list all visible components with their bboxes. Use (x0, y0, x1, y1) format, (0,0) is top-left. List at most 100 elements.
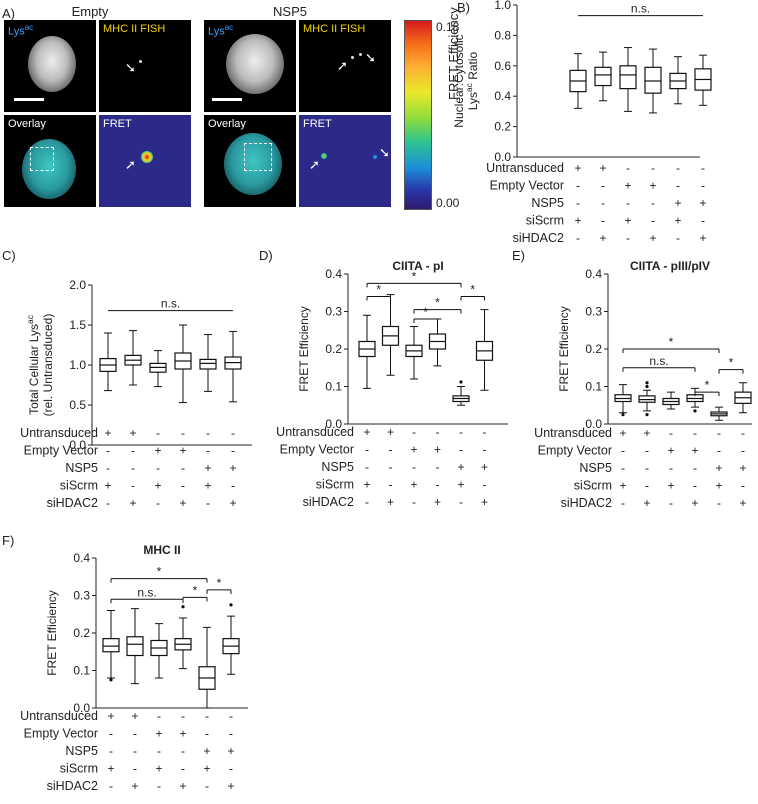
condition-row-label: siHDAC2 (513, 231, 564, 245)
condition-sign: - (626, 231, 630, 245)
condition-sign: - (131, 461, 135, 475)
y-tick-label: 1.0 (494, 0, 511, 12)
condition-sign: - (693, 479, 697, 493)
condition-sign: - (389, 478, 393, 492)
condition-sign: + (204, 479, 211, 493)
condition-sign: - (205, 727, 209, 741)
condition-sign: - (205, 779, 209, 793)
condition-sign: + (619, 426, 626, 440)
condition-sign: - (651, 161, 655, 175)
condition-sign: + (104, 426, 111, 440)
condition-sign: - (156, 461, 160, 475)
condition-sign: + (739, 496, 746, 510)
condition-row-label: siHDAC2 (561, 496, 612, 510)
chart-title: MHC II (143, 543, 180, 557)
box-plot (475, 309, 494, 391)
significance-label: * (193, 583, 198, 597)
condition-sign: - (412, 425, 416, 439)
condition-sign: + (649, 231, 656, 245)
condition-row-label: Empty Vector (538, 444, 612, 458)
panel-letter: E) (512, 248, 525, 263)
condition-sign: - (156, 426, 160, 440)
condition-sign: + (203, 762, 210, 776)
condition-sign: + (715, 461, 722, 475)
condition-sign: + (107, 762, 114, 776)
chart-c: C)0.00.51.01.52.0n.s.Untransduced + + - - - -E… (2, 248, 252, 510)
arrow-icon: ➚ (125, 157, 136, 172)
condition-sign: + (410, 443, 417, 457)
condition-sign: - (693, 426, 697, 440)
condition-sign: - (459, 425, 463, 439)
condition-sign: + (574, 214, 581, 228)
condition-sign: + (691, 444, 698, 458)
condition-row-label: Empty Vector (490, 179, 564, 193)
condition-sign: - (181, 744, 185, 758)
condition-table: Untransduced + + - - - -Empty Vector - - + + - -NSP5… (276, 425, 488, 509)
condition-sign: + (624, 179, 631, 193)
condition-sign: - (231, 444, 235, 458)
condition-sign: + (649, 179, 656, 193)
condition-sign: + (179, 779, 186, 793)
empty-lys-image: Lysac (4, 20, 96, 112)
condition-sign: + (667, 444, 674, 458)
condition-sign: - (701, 214, 705, 228)
significance-label: * (470, 283, 475, 297)
condition-table: Untransduced + + - - - -Empty Vector - - + + - -NSP5… (20, 709, 234, 793)
condition-sign: - (621, 461, 625, 475)
condition-sign: + (624, 214, 631, 228)
box-plot (594, 51, 612, 102)
outlier-point (229, 603, 233, 607)
condition-sign: + (699, 196, 706, 210)
condition-sign: + (131, 779, 138, 793)
significance-label: * (435, 296, 440, 310)
condition-sign: + (107, 709, 114, 723)
box-plot (199, 334, 217, 392)
empty-fret-image: FRET ➚ (99, 115, 191, 207)
condition-sign: + (410, 478, 417, 492)
condition-sign: - (676, 179, 680, 193)
y-tick-label: 0.3 (325, 305, 342, 319)
condition-sign: - (412, 460, 416, 474)
y-tick-label: 0.0 (325, 417, 342, 431)
condition-row-label: Untransduced (20, 426, 98, 440)
significance-bracket: * (366, 269, 462, 288)
significance-bracket: n.s. (110, 585, 184, 604)
box-plot (150, 623, 168, 679)
condition-sign: + (154, 479, 161, 493)
significance-bracket: * (694, 378, 720, 397)
condition-sign: + (179, 727, 186, 741)
condition-sign: - (412, 495, 416, 509)
condition-sign: - (669, 461, 673, 475)
condition-sign: - (651, 214, 655, 228)
condition-sign: - (621, 496, 625, 510)
condition-row-label: siScrm (574, 479, 612, 493)
condition-sign: - (181, 426, 185, 440)
condition-sign: + (387, 425, 394, 439)
box-iqr (619, 65, 637, 90)
box-plot (198, 626, 216, 709)
box-plot (126, 608, 144, 685)
condition-sign: + (155, 762, 162, 776)
y-axis-label: FRET Efficiency (45, 590, 59, 676)
panel-a-letter: A) (2, 6, 15, 21)
condition-sign: - (229, 762, 233, 776)
nsp5-fish-label: MHC II FISH (303, 23, 366, 35)
y-tick-label: 0.3 (73, 589, 90, 603)
condition-sign: - (106, 461, 110, 475)
condition-row-label: Untransduced (276, 425, 354, 439)
condition-sign: - (436, 460, 440, 474)
y-axis-label: FRET Efficiency (297, 306, 311, 392)
significance-bracket: n.s. (578, 2, 703, 17)
significance-bracket: * (460, 283, 485, 301)
box-plot (644, 48, 662, 114)
colorbar-max-label: 0.18 (436, 20, 460, 34)
condition-row-label: siHDAC2 (303, 495, 354, 509)
arrow-icon: ➘ (379, 145, 390, 160)
chart-title: CIITA - pIII/pIV (630, 259, 710, 273)
condition-row-label: NSP5 (579, 461, 612, 475)
condition-row-label: siHDAC2 (47, 496, 98, 510)
y-axis-label: Nuclear:Cytosolic (452, 34, 466, 127)
condition-sign: - (717, 444, 721, 458)
significance-label: n.s. (161, 297, 180, 311)
arrow-icon: ➘ (125, 60, 136, 75)
